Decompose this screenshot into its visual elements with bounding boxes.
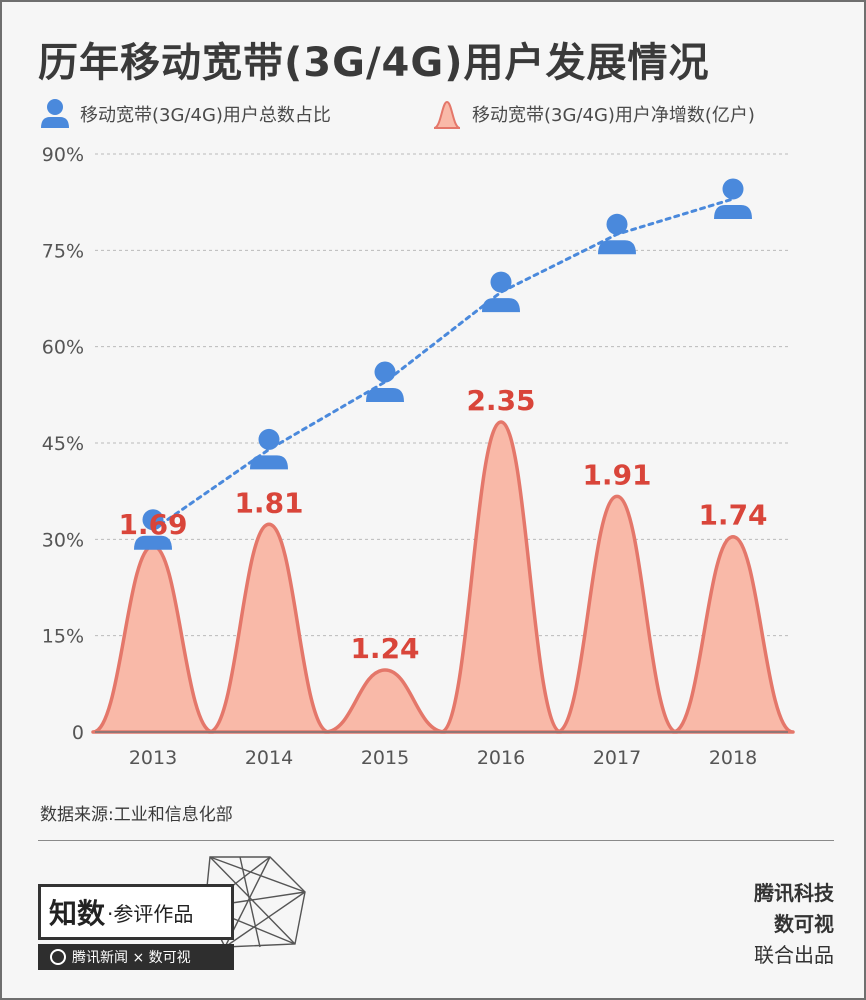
user-icon-head: [606, 213, 628, 235]
x-tick-label: 2016: [477, 747, 525, 769]
user-icon-head: [490, 271, 512, 293]
y-tick-label: 75%: [42, 240, 84, 262]
user-icon-body: [366, 387, 404, 402]
share-line: [151, 197, 735, 532]
net-add-value-label: 1.81: [234, 486, 303, 519]
badge-main-text: 知数: [49, 897, 106, 930]
y-tick-label: 60%: [42, 337, 84, 359]
x-tick-label: 2018: [709, 747, 757, 769]
user-icon-head: [722, 178, 744, 200]
net-add-peak: [91, 544, 215, 734]
net-add-peaks: [91, 420, 795, 734]
user-icon-head: [142, 509, 164, 531]
share-marker-user-icon: [598, 213, 636, 255]
user-icon-body: [250, 455, 288, 470]
legend-label-share: 移动宽带(3G/4G)用户总数占比: [80, 105, 331, 126]
chart-title: 历年移动宽带(3G/4G)用户发展情况: [38, 40, 710, 86]
net-add-value-label: 1.74: [698, 499, 767, 532]
news-logo-icon: [50, 949, 66, 965]
user-icon-body: [714, 204, 752, 219]
data-source: 数据来源:工业和信息化部: [40, 805, 233, 825]
user-icon: [41, 99, 69, 128]
share-marker-user-icon: [134, 509, 172, 550]
user-icon-body: [598, 240, 636, 255]
user-icon-body: [134, 535, 172, 550]
net-add-value-label: 1.91: [582, 458, 651, 491]
y-tick-label: 30%: [42, 529, 84, 551]
value-labels: 1.69 1.81 1.24 2.35 1.91 1.74: [118, 384, 767, 665]
badge-sub-text: ·参评作品: [107, 901, 194, 926]
legend-label-net-add: 移动宽带(3G/4G)用户净增数(亿户): [472, 105, 755, 126]
user-icon-body: [482, 298, 520, 313]
net-add-value-label: 2.35: [466, 384, 535, 417]
credit-line-3: 联合出品: [754, 943, 834, 967]
x-tick-label: 2015: [361, 747, 409, 769]
legend-item-net-add: 移动宽带(3G/4G)用户净增数(亿户): [432, 96, 755, 132]
x-tick-label: 2014: [245, 747, 293, 769]
share-line-path: [151, 197, 735, 532]
share-marker-user-icon: [714, 178, 752, 219]
legend-item-share: 移动宽带(3G/4G)用户总数占比: [40, 96, 331, 132]
footer-divider: [38, 840, 834, 841]
user-icon-head: [374, 361, 396, 383]
y-tick-label: 15%: [42, 626, 84, 648]
y-tick-label: 90%: [42, 144, 84, 166]
credits: 腾讯科技 数可视 联合出品: [754, 878, 834, 971]
partner-strip-text: 腾讯新闻 × 数可视: [72, 950, 191, 966]
share-markers: [134, 178, 752, 550]
net-add-peak: [671, 534, 795, 734]
credit-line-1: 腾讯科技: [754, 881, 834, 905]
net-add-value-label: 1.24: [350, 632, 419, 665]
partner-strip: 腾讯新闻 × 数可视: [38, 944, 234, 970]
grid-lines: [95, 153, 788, 637]
x-tick-label: 2013: [129, 747, 177, 769]
x-tick-label: 2017: [593, 747, 641, 769]
user-icon-head: [258, 428, 280, 450]
peak-icon: [433, 100, 461, 129]
net-add-peak: [439, 420, 563, 734]
chart-canvas: 1.69 1.81 1.24 2.35 1.91 1.74 0 15% 30% 45% 60% 75…: [42, 144, 795, 769]
award-badge: 知数 ·参评作品: [38, 884, 234, 940]
axes: 0 15% 30% 45% 60% 75% 90% 2013 2014 2015 2016 2017 2…: [42, 144, 788, 769]
share-marker-user-icon: [250, 428, 288, 470]
y-tick-label: 0: [72, 722, 84, 744]
share-marker-user-icon: [482, 271, 520, 313]
net-add-peak: [323, 668, 447, 734]
credit-line-2: 数可视: [774, 912, 834, 936]
net-add-peak: [555, 494, 679, 734]
net-add-value-label: 1.69: [118, 508, 187, 541]
share-marker-user-icon: [366, 361, 404, 402]
net-add-peak: [207, 522, 331, 734]
y-tick-label: 45%: [42, 433, 84, 455]
